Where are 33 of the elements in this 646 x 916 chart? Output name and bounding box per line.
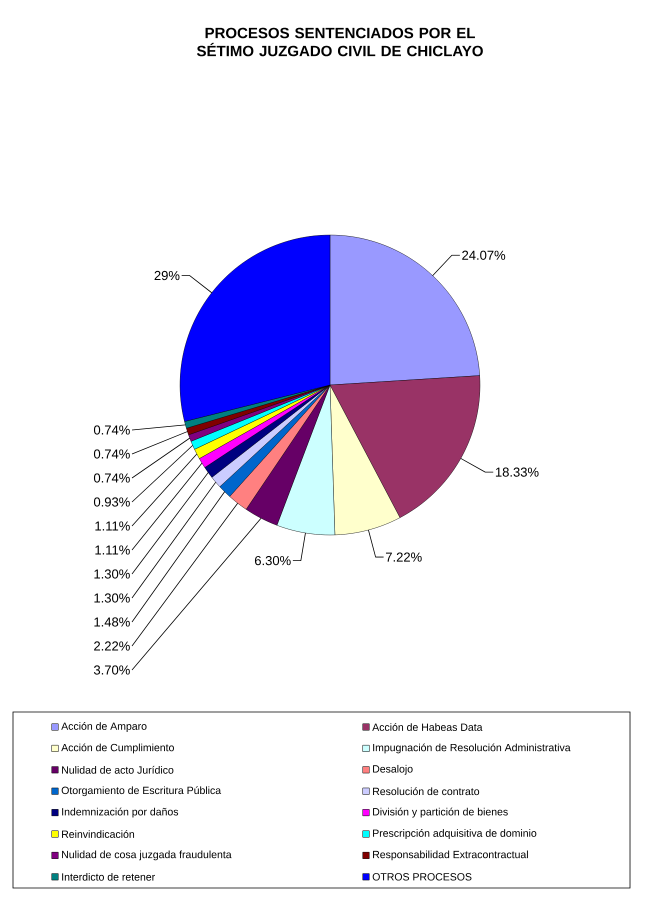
data-label: 0.93% [94,497,130,507]
data-label: 3.70% [94,665,130,675]
data-label: 2.22% [94,641,130,651]
chart-title: PROCESOS SENTENCIADOS POR EL SÉTIMO JUZGADO CIVIL DE CHICLAYO [196,28,483,56]
legend-label: Indemnización por daños [62,808,178,818]
data-label: 0.74% [94,473,130,483]
legend-label: Impugnación de Resolución Administrativa [373,743,571,754]
data-label: 1.48% [94,617,130,627]
legend-label: Nulidad de cosa juzgada fraudulenta [62,850,232,860]
legend-label: Acción de Amparo [61,722,147,732]
data-label: 1.30% [94,569,130,579]
data-label: 7.22% [386,552,422,562]
legend-label: OTROS PROCESOS [372,873,472,881]
legend-label: Acción de Habeas Data [372,723,483,731]
legend-label: Acción de Cumplimiento [61,743,174,754]
data-label: 0.74% [94,449,130,459]
data-label: 18.33% [496,468,539,477]
legend-label: Prescripción adquisitiva de dominio [373,829,536,839]
data-label: 1.11% [95,545,130,555]
data-label: 1.11% [95,521,130,531]
data-label: 1.30% [94,593,130,603]
legend-label: Desalojo [373,764,413,775]
legend-label: Resolución de contrato [373,787,480,796]
data-label: 0.74% [94,425,130,435]
legend-label: Interdicto de retener [62,872,155,881]
legend-label: Responsabilidad Extracontractual [373,850,528,860]
legend-label: División y partición de bienes [373,808,508,818]
data-label: 24.07% [462,250,506,260]
legend-label: Nulidad de acto Jurídico [62,766,174,774]
legend-label: Otorgamiento de Escritura Pública [62,786,222,796]
data-label: 6.30% [254,556,291,566]
data-label: 29% [154,270,180,280]
legend-label: Reinvindicación [62,830,134,838]
